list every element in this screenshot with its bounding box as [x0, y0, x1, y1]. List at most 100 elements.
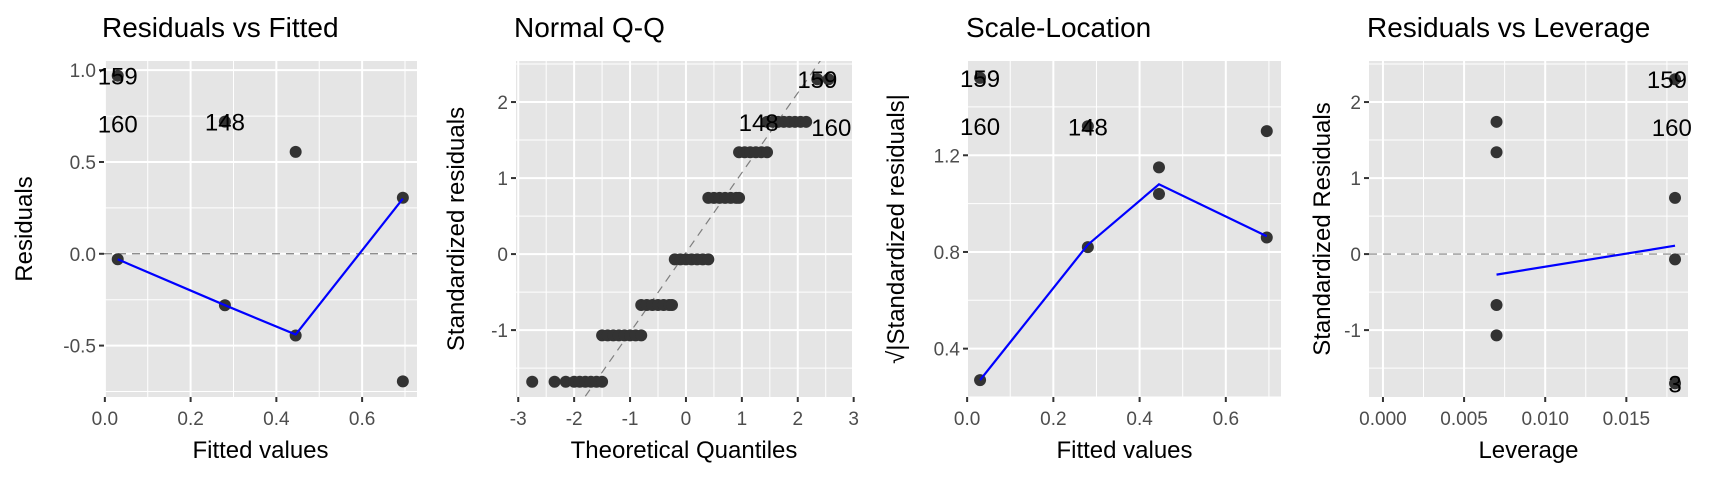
point-label: 159 [1647, 67, 1687, 94]
panel-title: Residuals vs Leverage [1367, 12, 1650, 43]
data-point [1669, 377, 1682, 390]
data-point [811, 73, 824, 86]
data-point [111, 69, 124, 82]
point-label: 159 [98, 64, 138, 91]
point-label: 160 [1652, 115, 1692, 142]
x-tick-label: 0.005 [1440, 409, 1488, 430]
data-point [526, 375, 539, 388]
x-tick-label: 0.0 [92, 409, 118, 430]
y-tick-label: 2 [497, 93, 508, 114]
data-point [1260, 125, 1273, 138]
data-point [733, 191, 746, 204]
x-tick-label: 0.4 [263, 409, 290, 430]
data-point [396, 191, 409, 204]
y-tick-label: 0 [497, 245, 508, 266]
y-tick-label: -1 [1344, 321, 1361, 342]
y-axis-title: Residuals [11, 176, 38, 281]
panel-4: 0.000 0.005 0.010 0.015 -1 0 1 2 Residuals vs Le… [1309, 12, 1692, 464]
x-axis-title: Theoretical Quantiles [571, 437, 798, 464]
panel-1: 0.0 0.2 0.4 0.6 -0.5 0.0 0.5 1.0 Residuals vs Fi… [11, 12, 417, 464]
x-tick-label: 0.000 [1359, 409, 1407, 430]
y-tick-label: 1.0 [70, 61, 96, 82]
y-tick-label: -0.5 [63, 337, 96, 358]
data-point [800, 115, 813, 128]
y-tick-label: 0.4 [934, 340, 961, 361]
point-label: 159 [797, 67, 837, 94]
data-point [1490, 146, 1503, 159]
x-tick-label: 0.010 [1521, 409, 1569, 430]
x-axis-title: Leverage [1478, 437, 1578, 464]
plot-area [526, 61, 835, 397]
data-point [1669, 73, 1682, 86]
data-point [596, 375, 609, 388]
panel-3: 0.0 0.2 0.4 0.6 0.4 0.8 1.2 Scale-Location Fitte… [883, 12, 1281, 464]
data-point [396, 375, 409, 388]
x-tick-label: 3 [848, 409, 859, 430]
point-label: 160 [960, 114, 1000, 141]
data-point [665, 299, 678, 312]
point-label: 148 [205, 110, 245, 137]
y-tick-label: 2 [1350, 93, 1361, 114]
data-point [1152, 161, 1165, 174]
panel-background [516, 61, 852, 397]
panel-background [1369, 61, 1688, 397]
smooth-line [117, 198, 404, 336]
x-axis-title: Fitted values [192, 437, 328, 464]
panel-2: -3 -2 -1 0 1 2 3 -1 0 1 2 Normal Q-Q Theoretical Qua… [443, 12, 859, 464]
y-tick-label: 0.8 [934, 243, 960, 264]
panel-title: Residuals vs Fitted [102, 12, 339, 43]
data-point [635, 329, 648, 342]
y-tick-label: 0.5 [70, 153, 96, 174]
x-tick-label: 0.6 [349, 409, 375, 430]
data-point [822, 73, 835, 86]
x-tick-label: 1 [737, 409, 748, 430]
x-tick-label: 0.6 [1213, 409, 1239, 430]
point-label: 148 [1068, 114, 1108, 141]
y-axis-title: √|Standardized residuals| [883, 94, 910, 364]
plot-area [1369, 73, 1688, 390]
y-tick-label: 0.0 [70, 245, 96, 266]
data-point [1152, 187, 1165, 200]
x-tick-label: -3 [510, 409, 527, 430]
panel-background [968, 61, 1281, 397]
y-axis-title: Standardized residuals [443, 107, 470, 351]
x-tick-label: -1 [622, 409, 639, 430]
data-point [702, 253, 715, 266]
x-tick-label: 0.0 [954, 409, 980, 430]
data-point [1490, 115, 1503, 128]
x-tick-label: 2 [792, 409, 803, 430]
data-point [1081, 120, 1094, 133]
y-axis-title: Standardized Residuals [1309, 102, 1336, 356]
smooth-line [1496, 244, 1676, 276]
y-tick-label: -1 [491, 321, 508, 342]
data-point [761, 146, 774, 159]
data-point [559, 375, 572, 388]
x-tick-label: 0.2 [177, 409, 203, 430]
point-label: 160 [98, 112, 138, 139]
smooth-line [979, 182, 1268, 381]
plot-area [974, 71, 1273, 387]
data-point [974, 71, 987, 84]
data-point [1669, 191, 1682, 204]
y-tick-label: 0 [1350, 245, 1361, 266]
plot-area [104, 69, 417, 388]
point-label: 159 [960, 66, 1000, 93]
x-tick-label: 0 [681, 409, 692, 430]
data-point [548, 375, 561, 388]
point-label: 148 [739, 110, 779, 137]
point-label: 160 [811, 115, 851, 142]
data-point [1490, 299, 1503, 312]
y-tick-label: 1 [1350, 169, 1361, 190]
x-tick-label: 0.4 [1126, 409, 1153, 430]
data-point [1669, 253, 1682, 266]
data-point [289, 145, 302, 158]
x-tick-label: -2 [566, 409, 583, 430]
x-tick-label: 0.015 [1603, 409, 1651, 430]
panel-title: Scale-Location [966, 12, 1151, 43]
y-tick-label: 1.2 [934, 146, 960, 167]
y-tick-label: 1 [497, 169, 508, 190]
panel-title: Normal Q-Q [514, 12, 665, 43]
x-axis-title: Fitted values [1056, 437, 1192, 464]
data-point [218, 115, 231, 128]
